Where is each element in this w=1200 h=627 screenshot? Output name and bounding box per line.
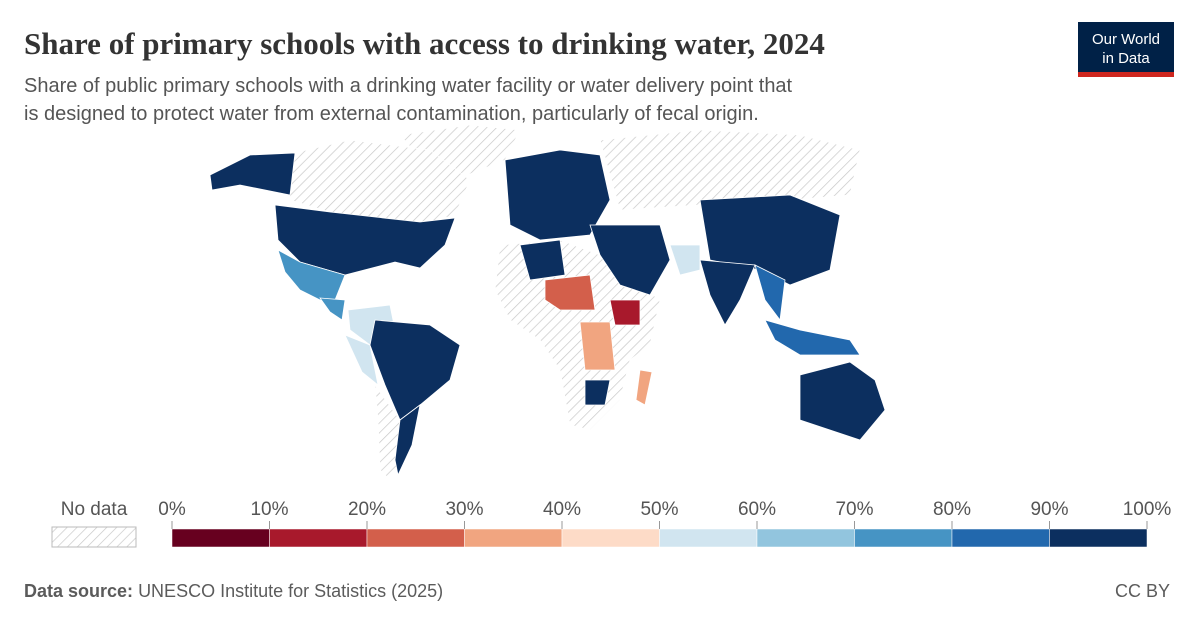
- legend-tick-label: 80%: [933, 499, 971, 520]
- logo-line: in Data: [1102, 50, 1150, 67]
- legend-bin: [1049, 528, 1148, 548]
- no-data-swatch: [51, 526, 137, 548]
- legend-tick-label: 90%: [1030, 499, 1068, 520]
- subtitle-line: is designed to protect water from extern…: [24, 103, 759, 125]
- logo-line: Our World: [1092, 31, 1160, 48]
- legend-bin: [854, 528, 953, 548]
- legend-tick-label: 30%: [445, 499, 483, 520]
- legend-tick-label: 70%: [835, 499, 873, 520]
- source-label: Data source:: [24, 581, 133, 601]
- license: CC BY: [1115, 581, 1170, 601]
- logo: Our World in Data: [1078, 22, 1174, 77]
- legend-tick-label: 10%: [250, 499, 288, 520]
- no-data-label: No data: [61, 499, 128, 520]
- legend-tick-label: 100%: [1123, 499, 1172, 520]
- legend-bin: [464, 528, 563, 548]
- legend-tick-label: 20%: [348, 499, 386, 520]
- legend-bin: [756, 528, 855, 548]
- world-map: [209, 124, 886, 481]
- legend-bin: [659, 528, 758, 548]
- legend: No data 0% 10% 20% 30% 40% 50% 60% 70% 80% 90% 100…: [51, 499, 1172, 548]
- legend-bin: [951, 528, 1050, 548]
- legend-bin: [561, 528, 660, 548]
- source-text: UNESCO Institute for Statistics (2025): [138, 581, 443, 601]
- legend-tick-label: 0%: [158, 499, 186, 520]
- legend-tick-label: 40%: [543, 499, 581, 520]
- subtitle: Share of public primary schools with a d…: [24, 75, 793, 125]
- legend-tick-label: 60%: [738, 499, 776, 520]
- source: Data source: UNESCO Institute for Statis…: [24, 581, 443, 601]
- legend-bin: [171, 528, 270, 548]
- subtitle-line: Share of public primary schools with a d…: [24, 75, 793, 97]
- title: Share of primary schools with access to …: [24, 26, 825, 61]
- legend-tick-label: 50%: [640, 499, 678, 520]
- legend-bin: [366, 528, 465, 548]
- legend-bin: [269, 528, 368, 548]
